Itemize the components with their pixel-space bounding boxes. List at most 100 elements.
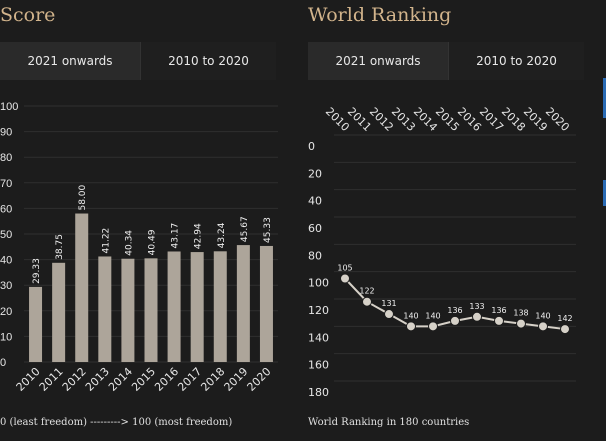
x-tick-label: 2011 (37, 365, 66, 394)
x-tick-label: 2012 (367, 105, 396, 134)
y-tick-label: 20 (308, 167, 322, 180)
point-value-label: 140 (425, 311, 440, 320)
y-tick-label: 100 (0, 101, 18, 113)
score-panel-title: Score (0, 4, 56, 26)
y-tick-label: 30 (0, 280, 12, 292)
x-tick-label: 2017 (477, 105, 506, 134)
ranking-tabs: 2021 onwards 2010 to 2020 (308, 42, 584, 80)
point-value-label: 142 (557, 314, 572, 323)
bar (236, 245, 250, 362)
bar (121, 258, 135, 362)
data-point (340, 273, 350, 284)
tab-2021-onwards[interactable]: 2021 onwards (308, 42, 448, 80)
y-tick-label: 120 (308, 304, 329, 317)
point-value-label: 136 (447, 306, 462, 315)
x-tick-label: 2019 (221, 365, 250, 394)
data-point (450, 315, 460, 326)
bar (259, 245, 273, 362)
data-point (406, 321, 416, 332)
score-tabs: 2021 onwards 2010 to 2020 (0, 42, 276, 80)
bar (144, 258, 158, 362)
bar (213, 251, 227, 362)
x-tick-label: 2017 (175, 365, 204, 394)
x-tick-label: 2012 (60, 365, 89, 394)
y-tick-label: 70 (0, 178, 12, 190)
bar (190, 252, 204, 362)
point-value-label: 138 (513, 309, 528, 318)
side-accent (603, 180, 606, 206)
y-tick-label: 50 (0, 229, 12, 241)
data-point (428, 321, 438, 332)
x-tick-label: 2014 (106, 365, 135, 394)
point-value-label: 140 (535, 311, 550, 320)
tab-2021-onwards[interactable]: 2021 onwards (0, 42, 140, 80)
bar-value-label: 38.75 (55, 234, 65, 260)
y-tick-label: 0 (308, 140, 315, 153)
score-bar-chart: 0 10 20 30 40 50 60 70 80 90 100 29.33 2010 38.75 2011… (0, 101, 278, 394)
y-tick-label: 100 (308, 277, 329, 290)
ranking-footnote: World Ranking in 180 countries (308, 417, 470, 428)
y-tick-label: 0 (0, 357, 6, 369)
data-point (538, 321, 548, 332)
bar-value-label: 42.94 (194, 223, 204, 249)
bar-value-label: 40.34 (124, 230, 134, 256)
x-tick-label: 2013 (83, 365, 112, 394)
point-value-label: 131 (381, 299, 396, 308)
x-tick-label: 2015 (129, 365, 158, 394)
bar-value-label: 43.24 (217, 222, 227, 248)
bar-value-label: 43.17 (171, 223, 181, 249)
y-tick-label: 40 (0, 255, 12, 267)
y-tick-label: 10 (0, 331, 12, 343)
point-value-label: 105 (337, 264, 352, 273)
tab-2010-to-2020[interactable]: 2010 to 2020 (448, 42, 584, 80)
bar-value-label: 58.00 (78, 184, 88, 210)
ranking-panel-title: World Ranking (308, 4, 452, 26)
bar (52, 262, 66, 362)
y-tick-label: 40 (308, 195, 322, 208)
data-point (494, 315, 504, 326)
x-tick-label: 2018 (499, 105, 528, 134)
ranking-line-chart: 0 20 40 60 80 100 120 140 160 180 2010201120122013… (308, 105, 576, 399)
point-value-label: 136 (491, 306, 506, 315)
bar-value-label: 29.33 (32, 258, 42, 284)
y-tick-label: 160 (308, 359, 329, 372)
y-tick-label: 140 (308, 331, 329, 344)
bar-value-label: 45.67 (240, 216, 250, 242)
bar-value-label: 40.49 (148, 229, 158, 255)
data-point (362, 296, 372, 307)
side-accent (603, 78, 606, 118)
y-tick-label: 20 (0, 306, 12, 318)
x-tick-label: 2014 (411, 105, 440, 134)
y-tick-label: 60 (308, 222, 322, 235)
point-value-label: 122 (359, 287, 374, 296)
bar-value-label: 45.33 (263, 217, 273, 243)
x-tick-label: 2016 (455, 105, 484, 134)
x-tick-label: 2010 (14, 365, 43, 394)
point-value-label: 140 (403, 311, 418, 320)
data-point (516, 318, 526, 329)
tab-2010-to-2020[interactable]: 2010 to 2020 (140, 42, 276, 80)
bar (29, 286, 43, 362)
point-value-label: 133 (469, 302, 484, 311)
x-tick-label: 2013 (389, 105, 418, 134)
y-tick-label: 80 (308, 249, 322, 262)
x-tick-label: 2015 (433, 105, 462, 134)
bar-value-label: 41.22 (101, 228, 111, 254)
y-tick-label: 80 (0, 152, 12, 164)
y-tick-label: 180 (308, 386, 329, 399)
score-footnote: 0 (least freedom) ---------> 100 (most f… (0, 417, 233, 428)
bar (167, 251, 181, 362)
x-tick-label: 2010 (323, 105, 352, 134)
data-point (472, 311, 482, 322)
x-tick-label: 2019 (521, 105, 550, 134)
bar (75, 213, 89, 362)
y-tick-label: 60 (0, 203, 12, 215)
bar (98, 256, 112, 362)
x-tick-label: 2020 (543, 105, 572, 134)
x-tick-label: 2011 (345, 105, 374, 134)
x-tick-label: 2016 (152, 365, 181, 394)
data-point (560, 324, 570, 335)
x-tick-label: 2018 (198, 365, 227, 394)
y-tick-label: 90 (0, 127, 12, 139)
